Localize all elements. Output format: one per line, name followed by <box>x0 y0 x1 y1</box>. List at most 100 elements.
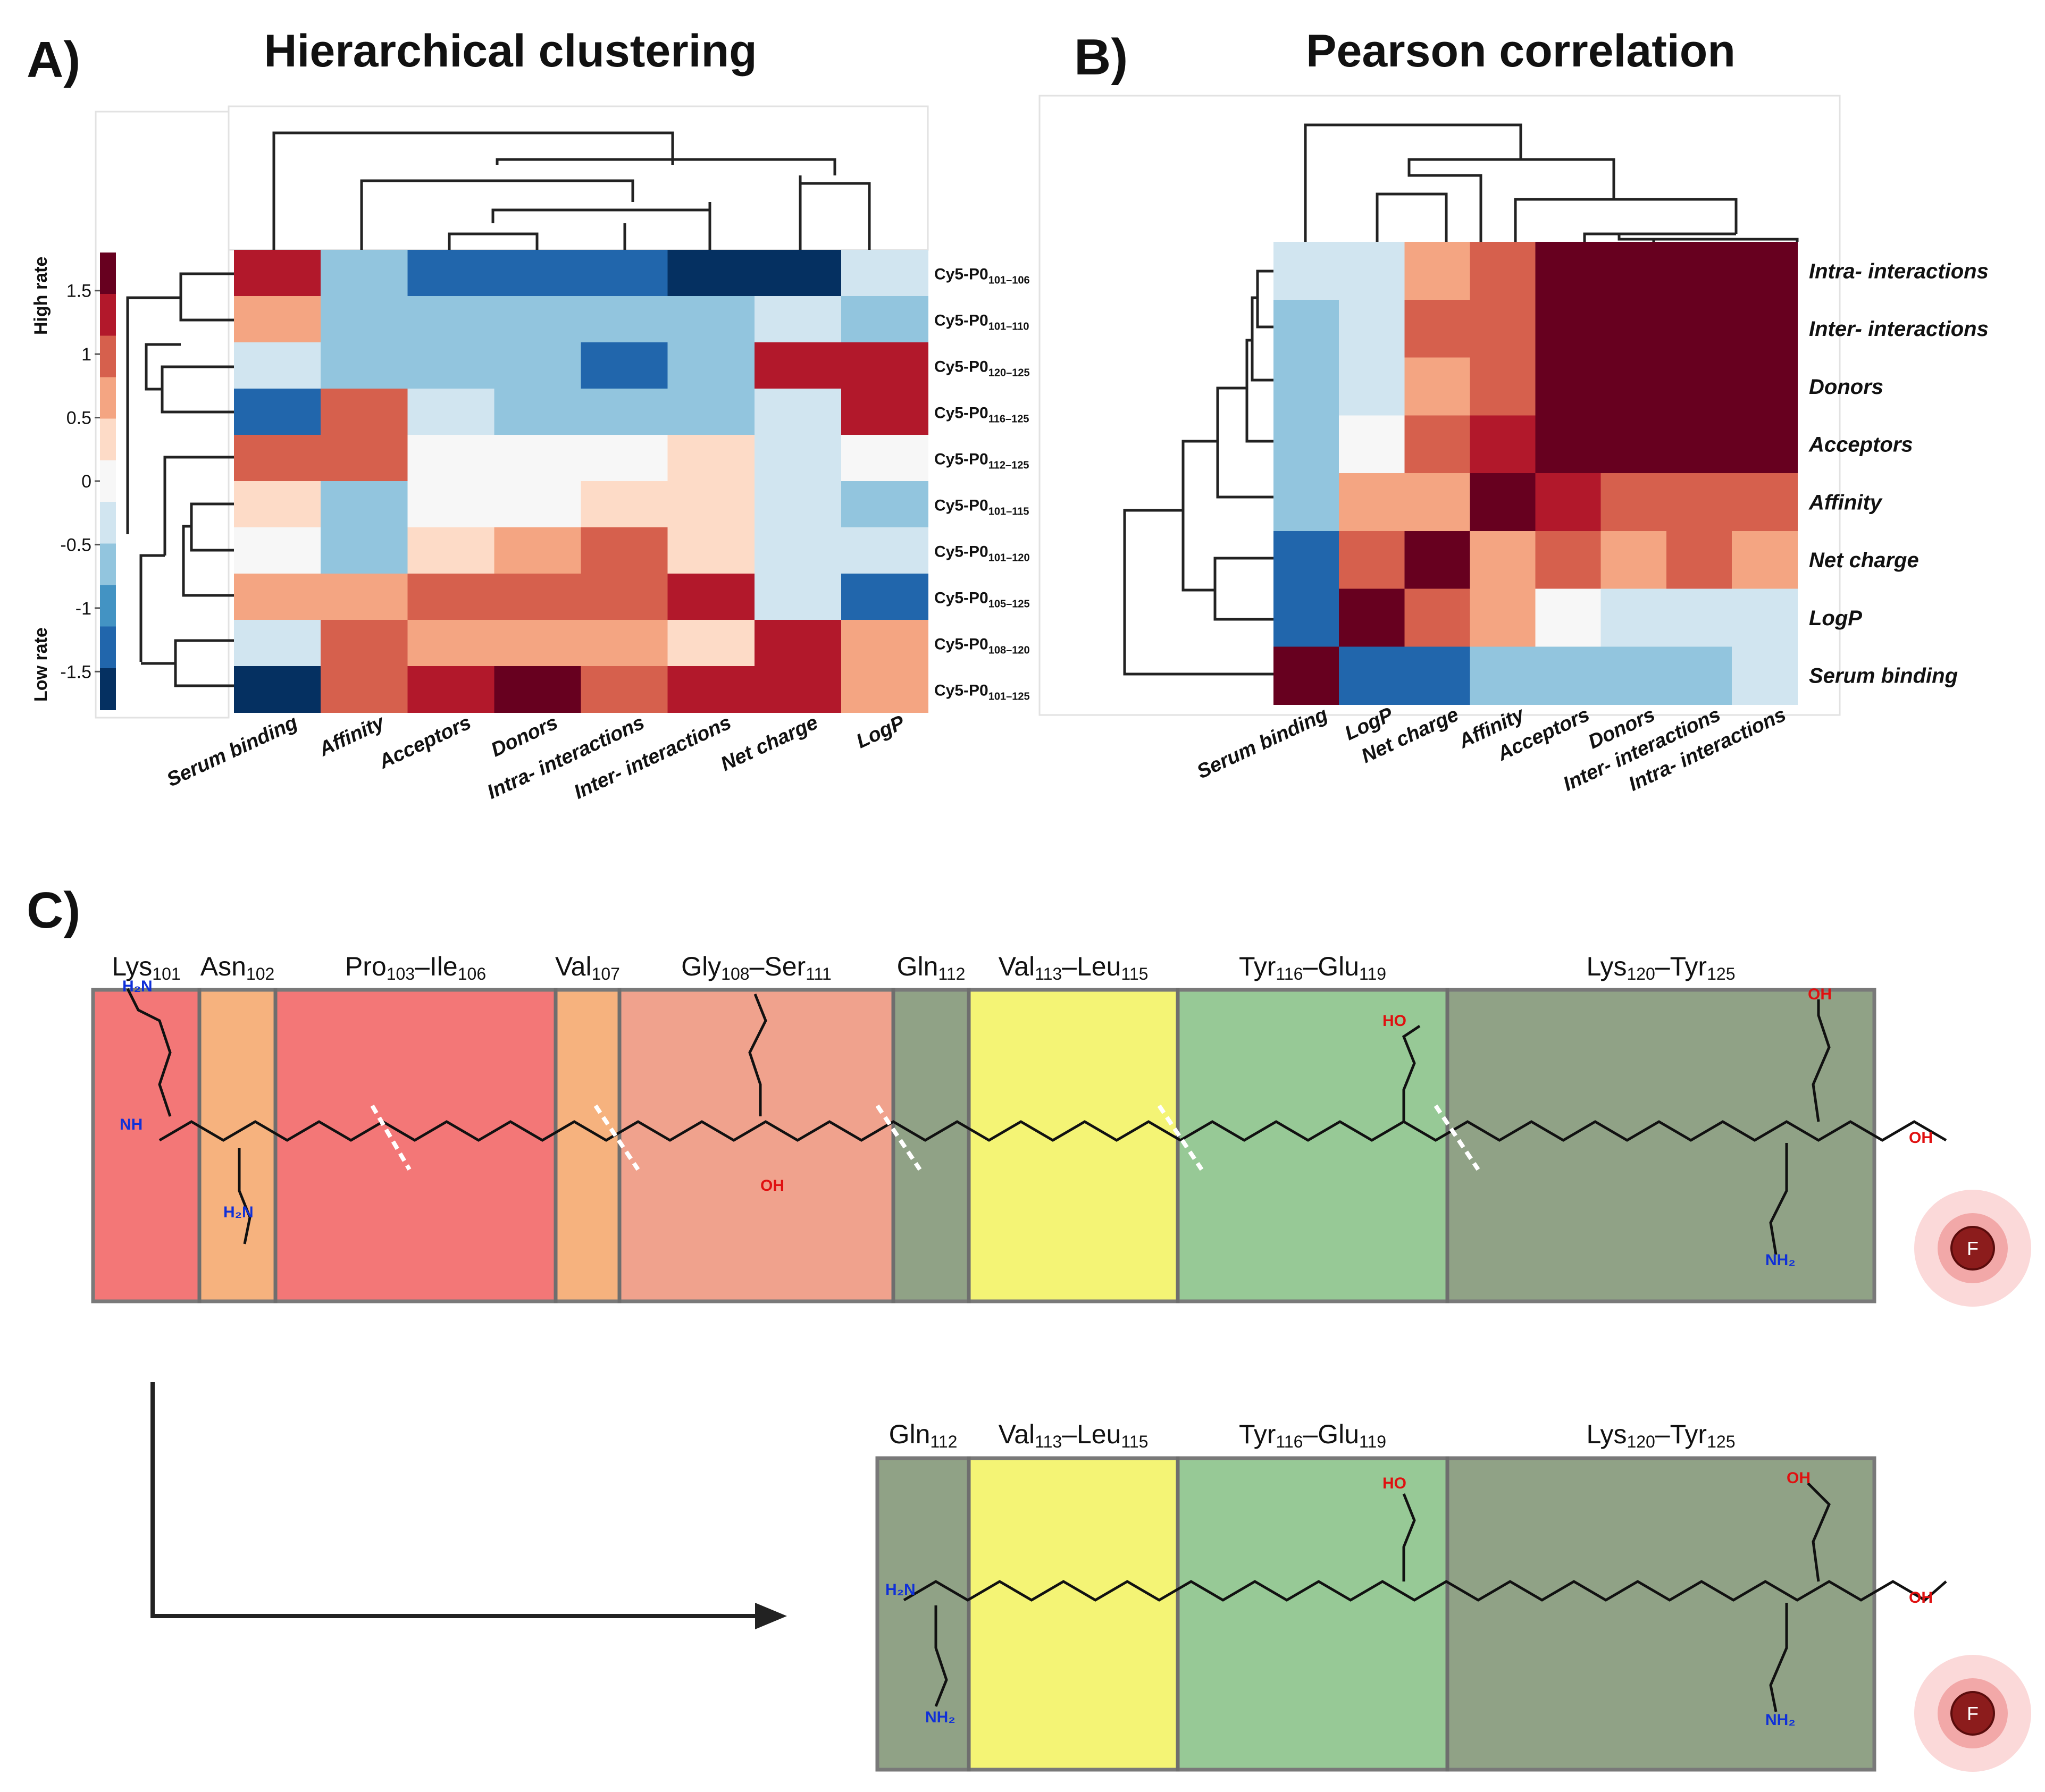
legend-tick-label: -1.5 <box>60 662 91 682</box>
residue-segment <box>1445 1456 1876 1772</box>
heatmap-b-cell <box>1273 242 1340 300</box>
heatmap-a-cell <box>407 342 495 389</box>
heatmap-a-cell <box>494 620 582 667</box>
svg-text:NH: NH <box>120 1116 143 1133</box>
heatmap-b-cell <box>1404 357 1471 416</box>
heatmap-a-cell <box>581 250 668 297</box>
heatmap-a-cell <box>234 296 322 343</box>
heatmap-b-cell <box>1535 299 1602 358</box>
heatmap-a-cell <box>494 527 582 574</box>
heatmap-a-cell <box>841 342 928 389</box>
heatmap-b-cell <box>1600 646 1667 705</box>
heatmap-a-cell <box>494 481 582 528</box>
svg-text:NH₂: NH₂ <box>1765 1711 1796 1729</box>
legend-swatch <box>100 543 116 586</box>
heatmap-a-cell <box>581 435 668 482</box>
residue-label: Gln112 <box>889 1419 958 1451</box>
fluor-label: F <box>1967 1238 1979 1259</box>
heatmap-b-cell <box>1339 588 1405 647</box>
heatmap-a-cell <box>234 527 322 574</box>
legend-swatch <box>100 294 116 336</box>
heatmap-a-cell <box>754 620 842 667</box>
heatmap-b-cell <box>1404 646 1471 705</box>
heatmap-b-cell <box>1470 473 1536 532</box>
heatmap-a-cell <box>754 389 842 435</box>
heatmap-a-cell <box>407 389 495 435</box>
heatmap-a-cell <box>494 250 582 297</box>
fluorophore-top: F <box>1914 1190 2031 1307</box>
row-dendrogram-b <box>1123 270 1273 676</box>
heatmap-b-cell <box>1273 588 1340 647</box>
heatmap-a-cell <box>841 481 928 528</box>
residue-label: Val113–Leu115 <box>999 952 1149 983</box>
heatmap-b-cell <box>1600 588 1667 647</box>
heatmap-a-cell <box>234 389 322 435</box>
svg-text:OH: OH <box>1808 986 1832 1003</box>
heatmap-a-cell <box>581 389 668 435</box>
heatmap-b <box>1273 242 1798 705</box>
heatmap-a-cell <box>407 435 495 482</box>
heatmap-a-cell <box>321 389 408 435</box>
heatmap-b-cell <box>1600 299 1667 358</box>
heatmap-b-cell <box>1535 473 1602 532</box>
heatmap-a-cell <box>321 435 408 482</box>
heatmap-b-cell <box>1470 357 1536 416</box>
residue-segment <box>197 988 278 1303</box>
residue-label: Tyr116–Glu119 <box>1239 1419 1386 1451</box>
heatmap-a-row-label: Cy5-P0101–110 <box>934 312 1029 333</box>
legend-swatch <box>100 502 116 544</box>
heatmap-a-row-label: Cy5-P0108–120 <box>934 636 1030 657</box>
heatmap-b-cell <box>1731 588 1798 647</box>
residue-label: Val113–Leu115 <box>999 1419 1149 1451</box>
heatmap-b-cell <box>1470 588 1536 647</box>
heatmap-b-cell <box>1600 531 1667 590</box>
heatmap-b-cell <box>1600 415 1667 474</box>
heatmap-a-col-label: Acceptors <box>375 711 474 773</box>
heatmap-a-cell <box>407 296 495 343</box>
heatmap-b-cell <box>1339 473 1405 532</box>
heatmap-a-cell <box>841 666 928 713</box>
heatmap-a-row-label: Cy5-P0101–106 <box>934 266 1030 287</box>
legend-tick-label: -0.5 <box>60 535 91 555</box>
heatmap-b-cell <box>1273 646 1340 705</box>
heatmap-a-cell <box>234 574 322 620</box>
heatmap-b-cell <box>1470 646 1536 705</box>
fluor-label: F <box>1967 1703 1979 1724</box>
heatmap-a-cell <box>667 389 755 435</box>
heatmap-a-cell <box>841 574 928 620</box>
panel-b-title: Pearson correlation <box>1306 26 1736 77</box>
heatmap-b-cell <box>1470 299 1536 358</box>
legend-swatch <box>100 418 116 461</box>
heatmap-a-cell <box>321 574 408 620</box>
heatmap-b-cell <box>1600 357 1667 416</box>
heatmap-b-cell <box>1339 357 1405 416</box>
heatmap-a-cell <box>841 620 928 667</box>
heatmap-a-cell <box>754 296 842 343</box>
residue-segment <box>967 1456 1180 1772</box>
legend-frame <box>95 111 230 719</box>
heatmap-a-cell <box>234 342 322 389</box>
heatmap-b-row-label: Net charge <box>1809 549 1919 572</box>
heatmap-b-cell <box>1535 242 1602 300</box>
heatmap-b-cell <box>1731 646 1798 705</box>
panel-a-title: Hierarchical clustering <box>264 26 757 77</box>
legend-low-label: Low rate <box>31 627 51 702</box>
heatmap-b-cell <box>1404 242 1471 300</box>
heatmap-a-row-label: Cy5-P0105–125 <box>934 590 1030 610</box>
fluorophore-bottom: F <box>1914 1655 2031 1772</box>
heatmap-b-cell <box>1666 357 1732 416</box>
svg-text:OH: OH <box>760 1177 784 1194</box>
legend-tick-label: 1.5 <box>66 281 91 301</box>
residue-label: Gly108–Ser111 <box>681 952 832 983</box>
heatmap-a-cell <box>754 574 842 620</box>
heatmap-a-cell <box>667 435 755 482</box>
heatmap-a-cell <box>754 342 842 389</box>
heatmap-a-cell <box>494 389 582 435</box>
heatmap-a-cell <box>321 481 408 528</box>
heatmap-a-cell <box>581 296 668 343</box>
heatmap-b-cell <box>1339 242 1405 300</box>
heatmap-b-cell <box>1404 588 1471 647</box>
truncation-arrow <box>150 1382 787 1629</box>
heatmap-a-cell <box>754 666 842 713</box>
